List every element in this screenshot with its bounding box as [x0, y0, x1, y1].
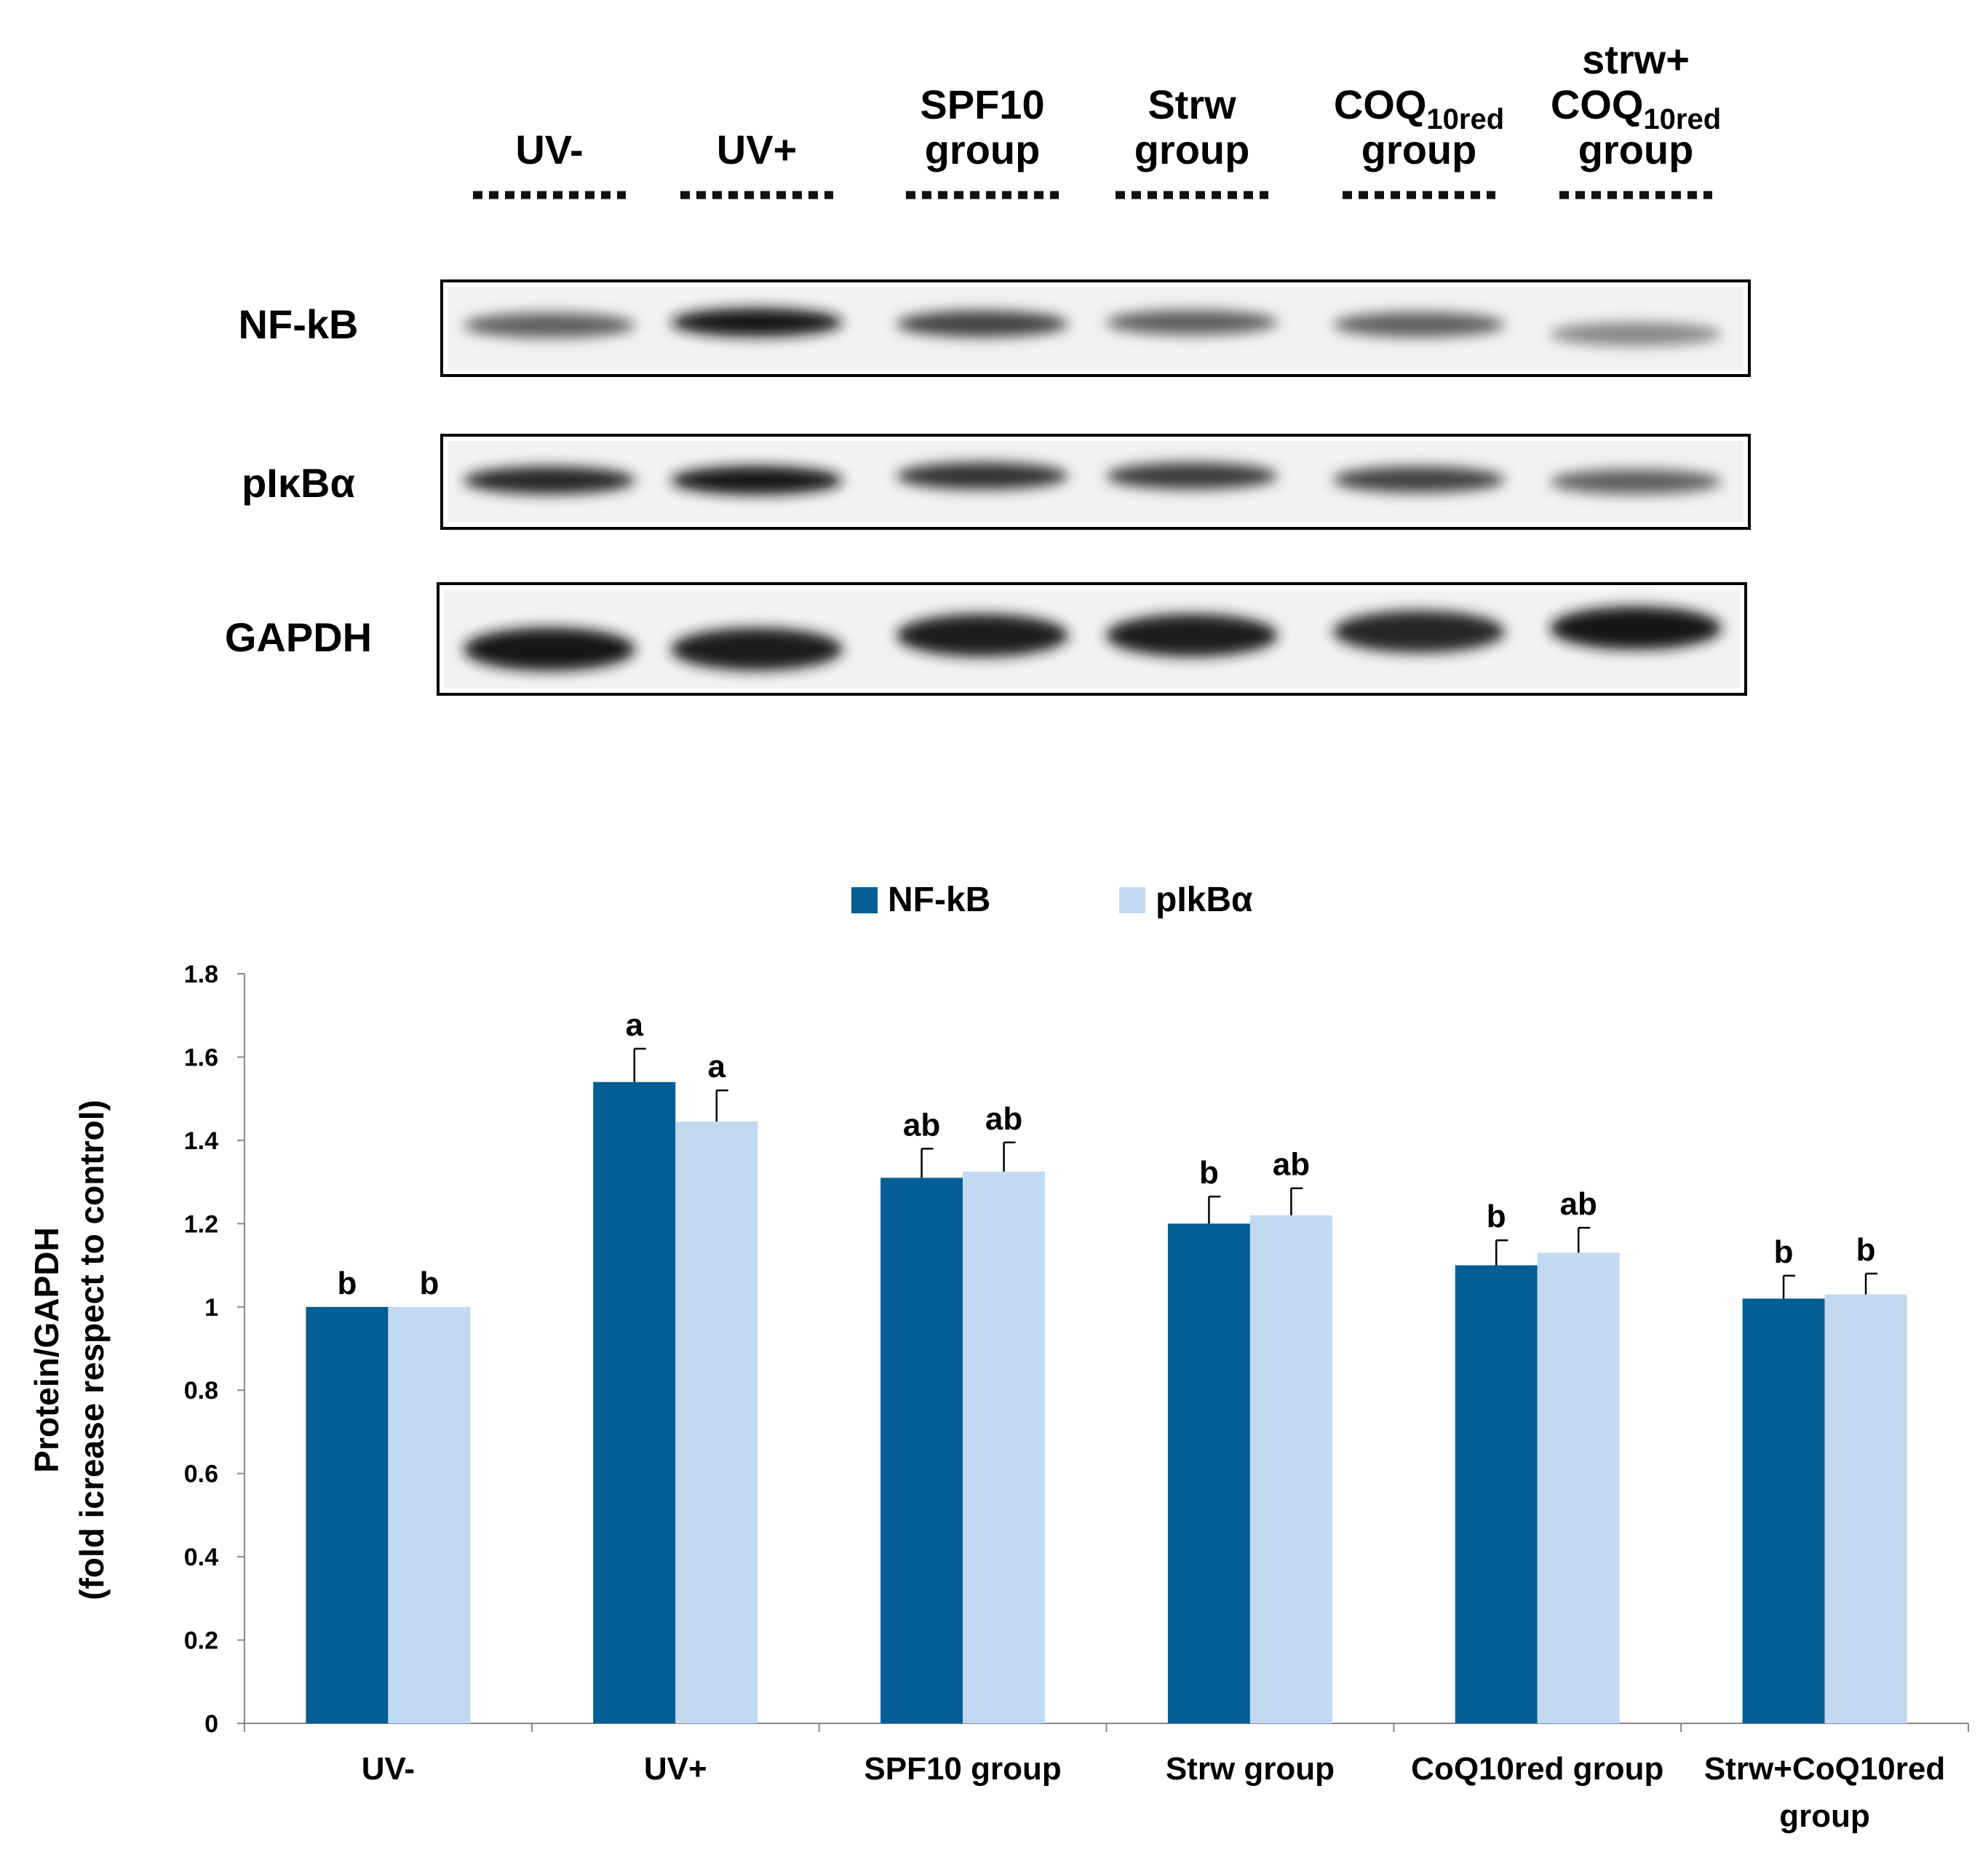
- y-tick-label: 1.2: [184, 1210, 218, 1238]
- y-tick-label: 0.8: [184, 1377, 218, 1405]
- legend-swatch: [851, 887, 878, 913]
- lane-label-line: SPF10: [920, 82, 1044, 127]
- y-tick-label: 1: [204, 1294, 218, 1322]
- bar-pikb-0: [388, 1306, 471, 1723]
- y-axis-title: Protein/GAPDH: [28, 1227, 65, 1472]
- lane-label-line: UV+: [717, 127, 798, 172]
- lane-label-0: UV-: [473, 127, 626, 199]
- protein-band: [671, 308, 843, 337]
- y-tick-label: 0: [204, 1710, 218, 1738]
- x-category-label: CoQ10red group: [1411, 1751, 1663, 1787]
- blot-frame: [440, 434, 1751, 530]
- bar-pikb-3: [1249, 1215, 1332, 1723]
- significance-label: b: [419, 1266, 439, 1301]
- bar-pikb-4: [1537, 1252, 1620, 1723]
- bar-nfkb-4: [1455, 1265, 1538, 1723]
- protein-band: [464, 312, 635, 338]
- significance-label: b: [1856, 1232, 1876, 1268]
- bar-nfkb-2: [880, 1178, 963, 1723]
- lane-label-line: COQ10red: [1551, 82, 1721, 135]
- blot-row-label: GAPDH: [225, 614, 372, 660]
- significance-label: b: [1199, 1155, 1219, 1191]
- bar-nfkb-3: [1167, 1223, 1250, 1723]
- x-category-label: group: [1779, 1798, 1870, 1834]
- blot-membrane: [448, 441, 1744, 523]
- significance-label: ab: [985, 1101, 1022, 1137]
- lane-label-line: group: [1578, 127, 1694, 172]
- protein-band: [1106, 309, 1278, 336]
- y-tick-label: 1.4: [184, 1127, 218, 1155]
- bar-chart: 0 0.2 0.4 0.6 0.8 1 1.2 1.4 1.6 1.8 Protein/GAPDH(…: [28, 881, 1969, 1834]
- x-category-label: UV+: [644, 1751, 707, 1787]
- y-tick-label: 1.8: [184, 961, 218, 988]
- protein-band: [1333, 466, 1505, 493]
- protein-band: [896, 462, 1068, 490]
- bar-pikb-1: [675, 1121, 758, 1723]
- western-blot-panel: UV- UV+SPF10groupStrwgroupCOQ10redgroupst…: [225, 36, 1751, 696]
- x-category-label: SPF10 group: [864, 1751, 1061, 1787]
- lane-label-1: UV+: [680, 127, 833, 199]
- bar-nfkb-1: [593, 1081, 676, 1723]
- legend-label: NF-kB: [888, 881, 990, 919]
- significance-label: a: [708, 1049, 726, 1084]
- bar-pikb-2: [963, 1171, 1046, 1723]
- blot-row-label: NF-kB: [239, 301, 359, 347]
- significance-label: b: [337, 1266, 357, 1301]
- legend-item: NF-kB: [851, 881, 990, 919]
- protein-band: [671, 466, 843, 495]
- bar-nfkb-5: [1742, 1298, 1825, 1723]
- protein-band: [1333, 311, 1505, 338]
- legend-item: pIkBα: [1119, 881, 1253, 919]
- blot-row-label: pIκBα: [242, 460, 355, 506]
- protein-band: [1333, 610, 1505, 654]
- legend-label: pIkBα: [1156, 881, 1253, 919]
- protein-band: [896, 614, 1068, 657]
- y-tick-label: 0.4: [184, 1544, 218, 1571]
- protein-band: [1550, 606, 1722, 650]
- blot-frame: [440, 279, 1751, 377]
- lane-label-line: strw+: [1582, 36, 1690, 82]
- protein-band: [464, 627, 635, 671]
- significance-label: b: [1487, 1199, 1506, 1234]
- significance-label: ab: [1560, 1186, 1597, 1222]
- x-category-label: UV-: [362, 1751, 415, 1787]
- protein-band: [1106, 462, 1278, 490]
- y-tick-label: 0.6: [184, 1461, 218, 1488]
- y-tick-label: 0.2: [184, 1627, 218, 1655]
- bar-nfkb-0: [306, 1306, 389, 1723]
- legend-swatch: [1119, 887, 1145, 913]
- significance-label: ab: [1273, 1147, 1310, 1183]
- x-category-label: Strw group: [1166, 1751, 1335, 1787]
- blot-membrane: [444, 589, 1740, 688]
- lane-label-line: UV-: [515, 127, 583, 172]
- lane-label-line: COQ10red: [1334, 82, 1504, 135]
- lane-label-line: group: [1134, 127, 1250, 172]
- lane-label-line: Strw: [1148, 82, 1236, 127]
- protein-band: [1550, 322, 1722, 346]
- y-axis-title: (fold icrease respect to control): [73, 1100, 111, 1600]
- protein-band: [1550, 469, 1722, 495]
- blot-frame: [437, 582, 1747, 696]
- significance-label: ab: [903, 1107, 940, 1143]
- protein-band: [896, 310, 1068, 338]
- x-category-label: Strw+CoQ10red: [1704, 1751, 1945, 1787]
- blot-membrane: [448, 287, 1744, 370]
- bar-pikb-5: [1824, 1294, 1907, 1723]
- lane-label-line: group: [1361, 127, 1477, 172]
- protein-band: [464, 466, 635, 495]
- protein-band: [1106, 614, 1278, 657]
- significance-label: a: [626, 1007, 644, 1043]
- lane-label-line: group: [925, 127, 1041, 172]
- significance-label: b: [1774, 1234, 1794, 1270]
- y-tick-label: 1.6: [184, 1044, 218, 1071]
- protein-band: [671, 627, 843, 671]
